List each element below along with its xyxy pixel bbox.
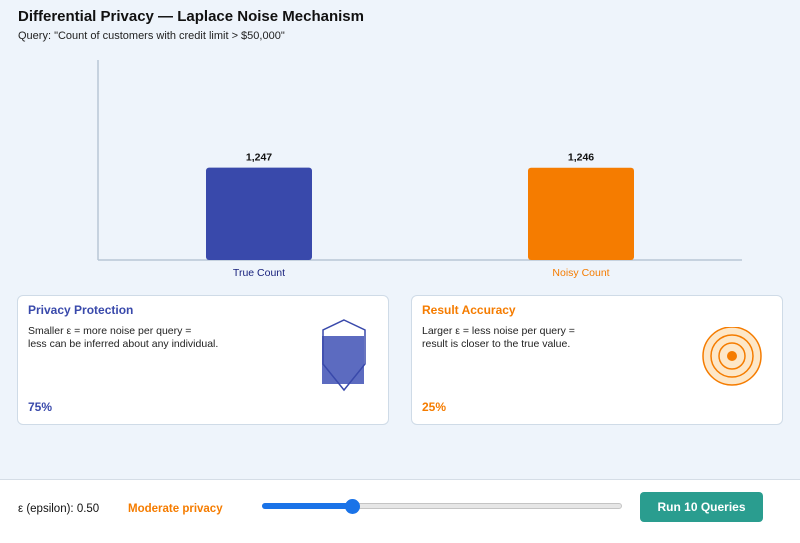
target-icon (702, 327, 762, 386)
bar-noisy-count (528, 167, 634, 260)
accuracy-card-title: Result Accuracy (422, 303, 516, 317)
slider-thumb[interactable] (345, 499, 360, 514)
page-title: Differential Privacy — Laplace Noise Mec… (18, 8, 364, 25)
header: Differential Privacy — Laplace Noise Mec… (18, 8, 364, 42)
privacy-protection-card: Privacy Protection Smaller ε = more nois… (17, 295, 389, 425)
count-bar-chart: 1,247 True Count 1,246 Noisy Count (97, 60, 742, 279)
control-bar: ε (epsilon): 0.50 Moderate privacy Run 1… (0, 479, 800, 543)
privacy-percentage: 75% (28, 400, 53, 414)
shield-icon (322, 319, 366, 392)
result-accuracy-card: Result Accuracy Larger ε = less noise pe… (411, 295, 783, 425)
privacy-card-title: Privacy Protection (28, 303, 134, 317)
privacy-card-text-line: Smaller ε = more noise per query = (28, 325, 192, 337)
slider-fill (262, 503, 352, 509)
privacy-card-description: Smaller ε = more noise per query = less … (28, 325, 288, 351)
accuracy-percentage: 25% (422, 400, 447, 414)
bar-value-label: 1,247 (246, 152, 272, 164)
epsilon-value-label: ε (epsilon): 0.50 (18, 503, 100, 515)
privacy-card-text-line: less can be inferred about any individua… (28, 338, 219, 350)
privacy-level-indicator: Moderate privacy (128, 503, 223, 515)
bar-value-label: 1,246 (568, 152, 594, 164)
bar-true-count (206, 167, 312, 260)
accuracy-card-text-line: result is closer to the true value. (422, 338, 571, 350)
run-queries-button[interactable]: Run 10 Queries (640, 492, 763, 522)
query-description: Query: "Count of customers with credit l… (18, 30, 285, 42)
x-tick-label: True Count (233, 267, 285, 279)
accuracy-card-description: Larger ε = less noise per query = result… (422, 325, 682, 351)
x-tick-label: Noisy Count (552, 267, 609, 279)
accuracy-card-text-line: Larger ε = less noise per query = (422, 325, 575, 337)
epsilon-slider[interactable] (262, 499, 622, 514)
